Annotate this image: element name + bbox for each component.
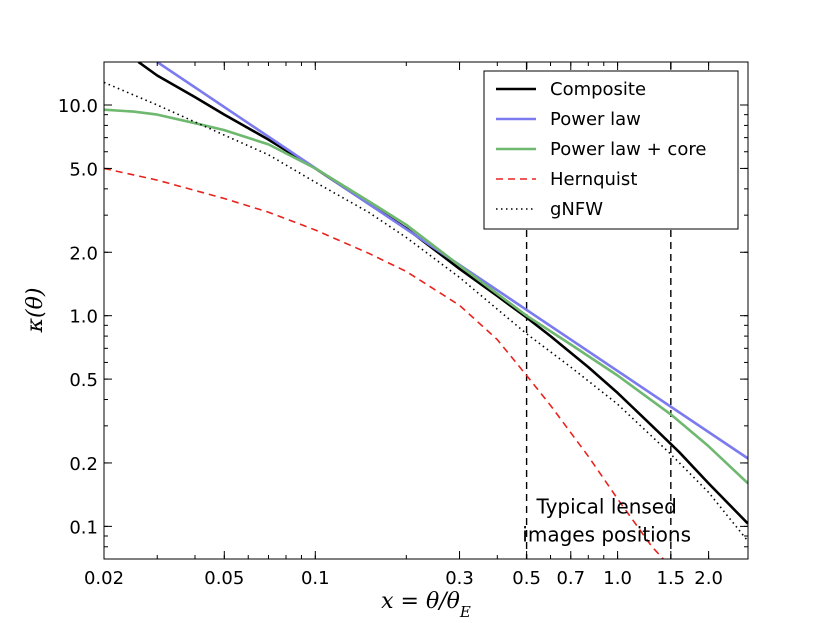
y-axis-label: κ(θ) — [23, 288, 48, 334]
legend-label: Hernquist — [550, 169, 637, 190]
x-tick-label: 1.5 — [657, 568, 686, 589]
legend-label: gNFW — [550, 199, 603, 220]
y-tick-label: 5.0 — [69, 159, 98, 180]
plot-frame — [103, 61, 749, 560]
x-tick-label: 1.0 — [603, 568, 632, 589]
x-tick-label: 0.02 — [84, 568, 124, 589]
x-tick-label: 0.1 — [301, 568, 330, 589]
legend-label: Power law + core — [550, 139, 706, 160]
x-tick-label: 2.0 — [694, 568, 723, 589]
annotation-line-0: Typical lensed — [535, 495, 676, 519]
legend-label: Power law — [550, 109, 641, 130]
annotation: Typical lensed images positions — [522, 495, 691, 547]
y-tick-label: 2.0 — [69, 243, 98, 264]
ticks-group: 0.02 0.05 0.1 0.3 0.5 0.7 1.0 1.5 2.0 0.1 0.2 0.5 1.… — [58, 62, 748, 589]
y-tick-label: 1.0 — [69, 307, 98, 328]
series-line-composite — [137, 62, 748, 525]
x-tick-label: 0.7 — [556, 568, 585, 589]
series-line-hernquist — [104, 167, 665, 559]
y-tick-label: 10.0 — [58, 96, 98, 117]
x-tick-label: 0.05 — [204, 568, 244, 589]
y-tick-label: 0.1 — [69, 517, 98, 538]
series-line-power-law-core — [104, 108, 748, 485]
series-line-gnfw — [104, 81, 748, 542]
legend: Composite Power law Power law + core Hernqu… — [483, 70, 739, 230]
y-tick-label: 0.5 — [69, 370, 98, 391]
y-tick-label: 0.2 — [69, 454, 98, 475]
series-group — [104, 62, 748, 559]
x-axis-label: x = θ/θE — [381, 589, 471, 621]
x-tick-label: 0.3 — [445, 568, 474, 589]
legend-label: Composite — [550, 79, 646, 100]
annotation-line-1: images positions — [522, 523, 691, 547]
vertical-lines — [525, 62, 672, 559]
x-tick-label: 0.5 — [512, 568, 541, 589]
